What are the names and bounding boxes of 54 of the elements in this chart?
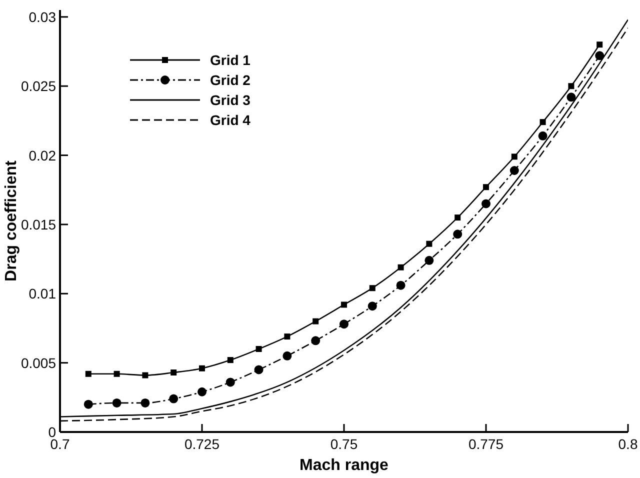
legend-label: Grid 1	[210, 52, 251, 68]
point	[396, 280, 406, 290]
point	[282, 351, 292, 360]
y-tick-label: 0.01	[28, 286, 56, 302]
point	[256, 346, 262, 352]
point	[568, 83, 574, 90]
point	[226, 378, 235, 387]
point	[114, 370, 120, 377]
point	[369, 285, 376, 292]
point	[84, 400, 93, 409]
point	[538, 131, 548, 140]
point	[596, 42, 603, 48]
point	[453, 230, 462, 239]
y-axis-title: Drag coefficient	[3, 160, 20, 282]
legend-label: Grid 3	[210, 92, 251, 108]
point	[341, 302, 347, 308]
point	[312, 318, 319, 324]
point	[169, 394, 178, 404]
point	[483, 184, 489, 190]
point	[284, 334, 290, 340]
point	[340, 320, 348, 329]
point	[566, 92, 576, 102]
point	[426, 240, 432, 247]
x-tick-label: 0.75	[330, 436, 358, 452]
point	[424, 256, 434, 265]
point	[227, 357, 234, 364]
x-axis-title: Mach range	[300, 457, 389, 474]
point	[510, 166, 519, 175]
point	[511, 154, 518, 160]
y-tick-label: 0.03	[28, 8, 56, 25]
point	[540, 119, 546, 126]
y-tick-label: 0.005	[20, 354, 56, 371]
y-tick-label: 0.025	[20, 78, 56, 94]
point	[482, 199, 490, 208]
point	[198, 387, 206, 396]
point	[85, 370, 92, 377]
point	[170, 370, 177, 376]
point	[254, 365, 264, 374]
point	[142, 372, 148, 378]
point	[368, 302, 377, 311]
x-tick-label: 0.725	[184, 436, 220, 452]
y-tick-label: 0.015	[20, 216, 56, 232]
legend-label: Grid 2	[210, 72, 251, 88]
point	[454, 214, 461, 221]
x-tick-label: 0.775	[468, 436, 504, 452]
point	[199, 365, 205, 372]
x-tick-label: 0.8	[618, 436, 638, 452]
point	[398, 264, 404, 270]
point	[595, 51, 604, 60]
point	[311, 336, 320, 346]
point	[112, 398, 122, 408]
point	[140, 398, 150, 408]
legend-label: Grid 4	[210, 112, 251, 128]
y-tick-label: 0.02	[28, 147, 56, 164]
